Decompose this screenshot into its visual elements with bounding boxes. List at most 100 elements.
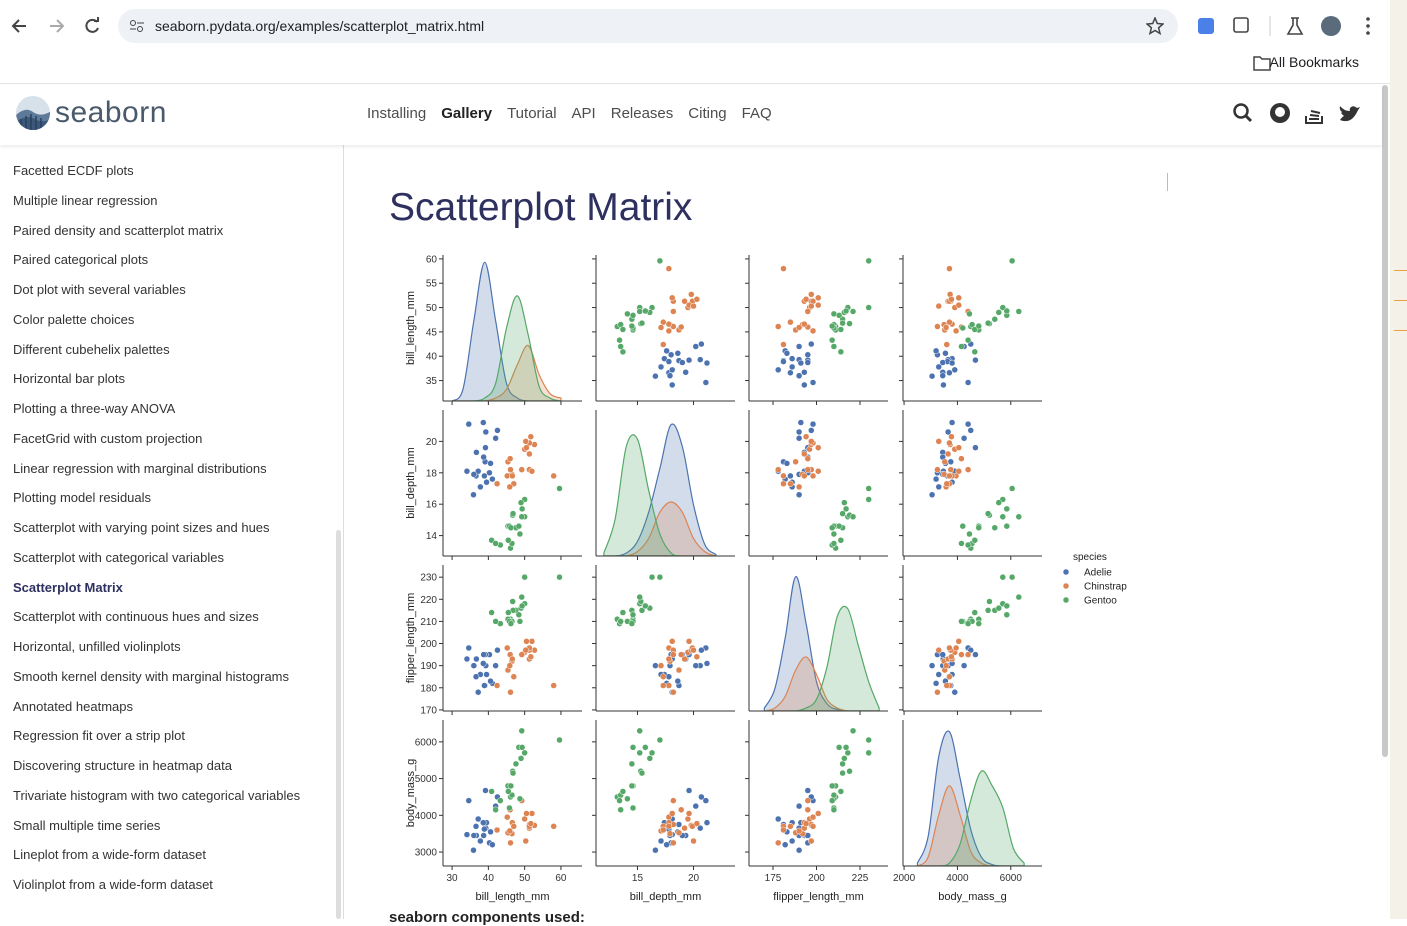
sidebar-link[interactable]: Smooth kernel density with marginal hist… bbox=[13, 668, 290, 684]
sidebar-link[interactable]: Scatterplot with continuous hues and siz… bbox=[13, 609, 259, 625]
scatter-point bbox=[624, 795, 631, 803]
sidebar-link[interactable]: Violinplot from a wide-form dataset bbox=[13, 877, 213, 892]
sidebar-link[interactable]: Different cubehelix palettes bbox=[13, 341, 170, 357]
scatter-point bbox=[473, 449, 480, 456]
scatter-point bbox=[946, 472, 953, 480]
scatter-point bbox=[507, 524, 515, 531]
scatter-point bbox=[960, 662, 968, 669]
scatter-point bbox=[1003, 611, 1011, 619]
scatter-point bbox=[849, 513, 857, 521]
scatter-point bbox=[939, 372, 947, 379]
density-curve bbox=[603, 501, 717, 556]
sidebar-link[interactable]: Plotting a three-way ANOVA bbox=[13, 401, 176, 416]
scatter-point bbox=[964, 336, 972, 344]
scatter-point bbox=[665, 320, 673, 328]
scatter-point bbox=[516, 618, 524, 625]
scatter-point bbox=[958, 343, 965, 350]
scatter-point bbox=[801, 320, 808, 328]
scatter-point bbox=[628, 760, 636, 768]
scatter-point bbox=[648, 749, 656, 757]
sidebar-link[interactable]: Small multiple time series bbox=[13, 817, 161, 833]
sidebar-scrollbar[interactable] bbox=[336, 530, 341, 919]
scatter-point bbox=[946, 439, 953, 447]
scatter-point bbox=[677, 323, 685, 331]
scatter-point bbox=[795, 343, 803, 350]
sidebar-link[interactable]: Color palette choices bbox=[13, 311, 135, 327]
sidebar-link[interactable]: Scatterplot with varying point sizes and… bbox=[13, 520, 270, 535]
scatter-point bbox=[788, 355, 796, 362]
sidebar-link[interactable]: Linear regression with marginal distribu… bbox=[13, 460, 267, 476]
nav-link[interactable]: Citing bbox=[688, 105, 727, 122]
scatter-point bbox=[636, 593, 643, 601]
scrollbar[interactable] bbox=[1382, 85, 1388, 757]
scatter-point bbox=[972, 356, 979, 364]
scatter-point bbox=[660, 318, 667, 326]
nav-link[interactable]: Tutorial bbox=[507, 105, 557, 122]
nav-buttons[interactable] bbox=[0, 0, 120, 50]
sidebar-link[interactable]: Paired categorical plots bbox=[13, 252, 149, 268]
scatter-point bbox=[628, 782, 636, 790]
sidebar-link[interactable]: Discovering structure in heatmap data bbox=[13, 758, 232, 773]
scatter-point bbox=[928, 662, 936, 669]
scatter-point bbox=[526, 450, 533, 458]
scatter-point bbox=[942, 662, 950, 669]
scatter-point bbox=[959, 522, 967, 530]
x-tick-label: 2000 bbox=[893, 873, 916, 884]
scatter-point bbox=[939, 359, 947, 366]
sidebar-link[interactable]: Paired density and scatterplot matrix bbox=[13, 222, 224, 238]
scatter-point bbox=[480, 832, 487, 839]
nav-link[interactable]: API bbox=[571, 105, 596, 122]
scatter-point bbox=[941, 458, 949, 466]
scatter-point bbox=[665, 327, 673, 335]
scatter-point bbox=[527, 433, 535, 440]
sidebar-link[interactable]: Multiple linear regression bbox=[13, 192, 158, 208]
logo[interactable] bbox=[15, 94, 53, 132]
header-icons[interactable] bbox=[1230, 100, 1365, 128]
y-tick-label: 190 bbox=[420, 661, 437, 672]
nav-link[interactable]: Gallery bbox=[441, 105, 493, 122]
url-text[interactable]: seaborn.pydata.org/examples/scatterplot_… bbox=[155, 18, 485, 34]
y-axis-label: bill_length_mm bbox=[405, 291, 417, 365]
sidebar-link[interactable]: Scatterplot Matrix bbox=[13, 579, 123, 595]
sidebar-link[interactable]: Horizontal, unfilled violinplots bbox=[13, 639, 181, 654]
nav-link[interactable]: FAQ bbox=[741, 105, 772, 122]
scatter-point bbox=[516, 530, 524, 538]
x-tick-label: 50 bbox=[519, 873, 531, 884]
sidebar-link[interactable]: Scatterplot with categorical variables bbox=[13, 549, 224, 565]
sidebar-link[interactable]: Lineplot from a wide-form dataset bbox=[13, 847, 206, 863]
scatter-point bbox=[948, 433, 955, 440]
sidebar-link[interactable]: Trivariate histogram with two categorica… bbox=[13, 787, 301, 803]
sidebar-link[interactable]: Facetted ECDF plots bbox=[13, 163, 134, 178]
toolbar-icons[interactable] bbox=[1190, 10, 1385, 42]
scatter-point bbox=[481, 682, 488, 689]
scatter-point bbox=[489, 475, 496, 483]
nav-link[interactable]: Installing bbox=[367, 105, 427, 122]
sidebar-link[interactable]: Dot plot with several variables bbox=[13, 282, 186, 297]
address-bar[interactable]: seaborn.pydata.org/examples/scatterplot_… bbox=[118, 9, 1178, 43]
sidebar-link[interactable]: Annotated heatmaps bbox=[13, 698, 133, 714]
legend-title: species bbox=[1073, 552, 1107, 563]
brand[interactable]: seaborn bbox=[55, 96, 167, 129]
scatter-point bbox=[935, 363, 943, 371]
scatter-point bbox=[783, 350, 791, 357]
density-curve bbox=[764, 656, 880, 711]
scatter-point bbox=[681, 824, 688, 832]
scatter-point bbox=[955, 294, 963, 302]
scatter-point bbox=[984, 319, 992, 327]
sidebar-link[interactable]: Regression fit over a strip plot bbox=[13, 728, 185, 744]
sidebar-link[interactable]: FacetGrid with custom projection bbox=[13, 430, 203, 446]
density-curve bbox=[451, 261, 561, 401]
scatter-point bbox=[685, 810, 693, 817]
sidebar-link[interactable]: Horizontal bar plots bbox=[13, 371, 125, 387]
scatter-point bbox=[865, 736, 872, 744]
page-title: Scatterplot Matrix bbox=[389, 186, 693, 229]
scatter-point bbox=[487, 460, 494, 467]
scatter-point bbox=[1003, 602, 1011, 610]
scatter-point bbox=[780, 480, 787, 488]
sidebar-link[interactable]: Plotting model residuals bbox=[13, 490, 152, 506]
scatter-point bbox=[518, 651, 526, 658]
scatter-point bbox=[692, 662, 700, 669]
nav-link[interactable]: Releases bbox=[610, 105, 674, 122]
bookmarks[interactable]: All Bookmarks bbox=[1269, 54, 1359, 70]
